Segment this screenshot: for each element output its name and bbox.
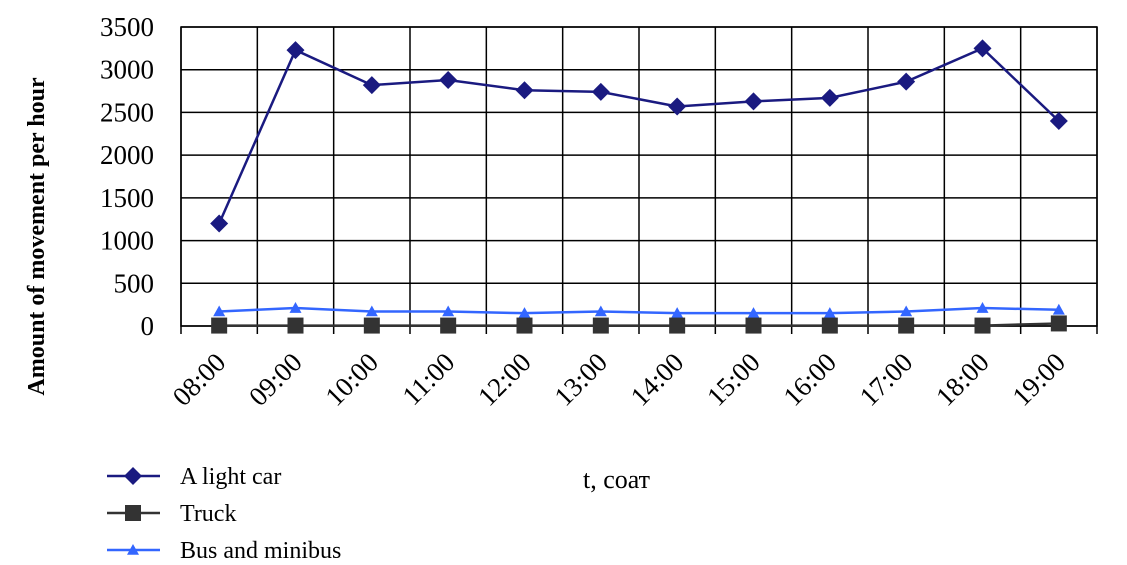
data-point-square — [898, 317, 915, 334]
x-axis-title: t, соат — [583, 465, 650, 494]
data-point-square — [669, 317, 686, 334]
series-truck — [211, 315, 1067, 334]
data-point-diamond — [124, 467, 142, 485]
x-tick-label: 15:00 — [701, 347, 766, 412]
data-point-square — [1050, 315, 1067, 332]
x-tick-label: 13:00 — [548, 347, 613, 412]
data-point-diamond — [515, 81, 534, 100]
y-tick-label: 3000 — [100, 55, 154, 85]
x-axis-tick-labels: 08:00 09:00 10:00 11:00 12:00 13:00 14:00 15:00… — [167, 347, 1071, 412]
x-tick-label: 16:00 — [777, 347, 842, 412]
series-bus-and-minibus — [213, 302, 1065, 318]
data-point-diamond — [973, 39, 992, 58]
data-point-triangle — [1052, 303, 1065, 315]
data-point-triangle — [213, 305, 226, 317]
y-tick-label: 1500 — [100, 183, 154, 213]
data-point-square — [363, 317, 380, 334]
x-tick-label: 08:00 — [167, 347, 232, 412]
data-point-square — [821, 317, 838, 334]
data-point-square — [125, 505, 141, 521]
legend: A light car Truck Bus and minibus — [107, 464, 341, 564]
x-tick-label: 10:00 — [319, 347, 384, 412]
data-point-triangle — [289, 302, 302, 313]
data-point-triangle — [518, 307, 531, 318]
grid — [180, 26, 1098, 334]
legend-label: A light car — [180, 464, 281, 490]
series-line — [219, 322, 1059, 327]
data-point-diamond — [897, 72, 916, 91]
x-tick-label: 18:00 — [930, 347, 995, 412]
data-point-triangle — [365, 305, 378, 317]
data-series — [210, 39, 1068, 334]
data-point-diamond — [668, 97, 687, 116]
y-tick-label: 2000 — [100, 140, 154, 170]
data-point-triangle — [671, 307, 684, 318]
data-point-square — [440, 317, 457, 334]
data-point-square — [745, 317, 762, 334]
data-point-triangle — [900, 305, 913, 317]
x-tick-label: 11:00 — [396, 347, 460, 411]
data-point-square — [592, 317, 609, 334]
data-point-diamond — [439, 70, 458, 89]
data-point-diamond — [591, 82, 610, 101]
y-tick-label: 500 — [114, 268, 155, 298]
data-point-square — [516, 317, 533, 334]
y-tick-label: 2500 — [100, 97, 154, 127]
data-point-square — [287, 317, 304, 334]
data-point-triangle — [976, 302, 989, 313]
y-tick-label: 0 — [141, 311, 155, 341]
legend-item: Bus and minibus — [107, 538, 341, 564]
data-point-triangle — [442, 305, 455, 317]
y-tick-label: 1000 — [100, 226, 154, 256]
data-point-diamond — [820, 88, 839, 107]
data-point-diamond — [1049, 111, 1068, 130]
data-point-diamond — [362, 76, 381, 95]
x-tick-label: 19:00 — [1006, 347, 1071, 412]
data-point-triangle — [127, 544, 139, 555]
y-axis-tick-labels: 0 500 1000 1500 2000 2500 3000 3500 — [100, 12, 154, 341]
x-tick-label: 14:00 — [625, 347, 690, 412]
data-point-triangle — [747, 307, 760, 318]
legend-item: Truck — [107, 501, 236, 527]
x-tick-label: 09:00 — [243, 347, 308, 412]
data-point-triangle — [594, 305, 607, 317]
series-line — [219, 306, 1059, 315]
x-tick-label: 17:00 — [854, 347, 919, 412]
legend-label: Truck — [180, 501, 236, 527]
data-point-triangle — [823, 307, 836, 318]
data-point-diamond — [744, 92, 763, 111]
series-line — [218, 46, 1060, 224]
data-point-square — [974, 317, 991, 334]
y-axis-title: Amount of movement per hour — [24, 77, 50, 396]
legend-item: A light car — [107, 464, 281, 490]
x-tick-label: 12:00 — [472, 347, 537, 412]
legend-label: Bus and minibus — [180, 538, 341, 564]
series-a-light-car — [210, 39, 1068, 233]
data-point-diamond — [210, 214, 229, 233]
y-tick-label: 3500 — [100, 12, 154, 42]
data-point-square — [211, 317, 228, 334]
data-point-diamond — [286, 41, 305, 60]
